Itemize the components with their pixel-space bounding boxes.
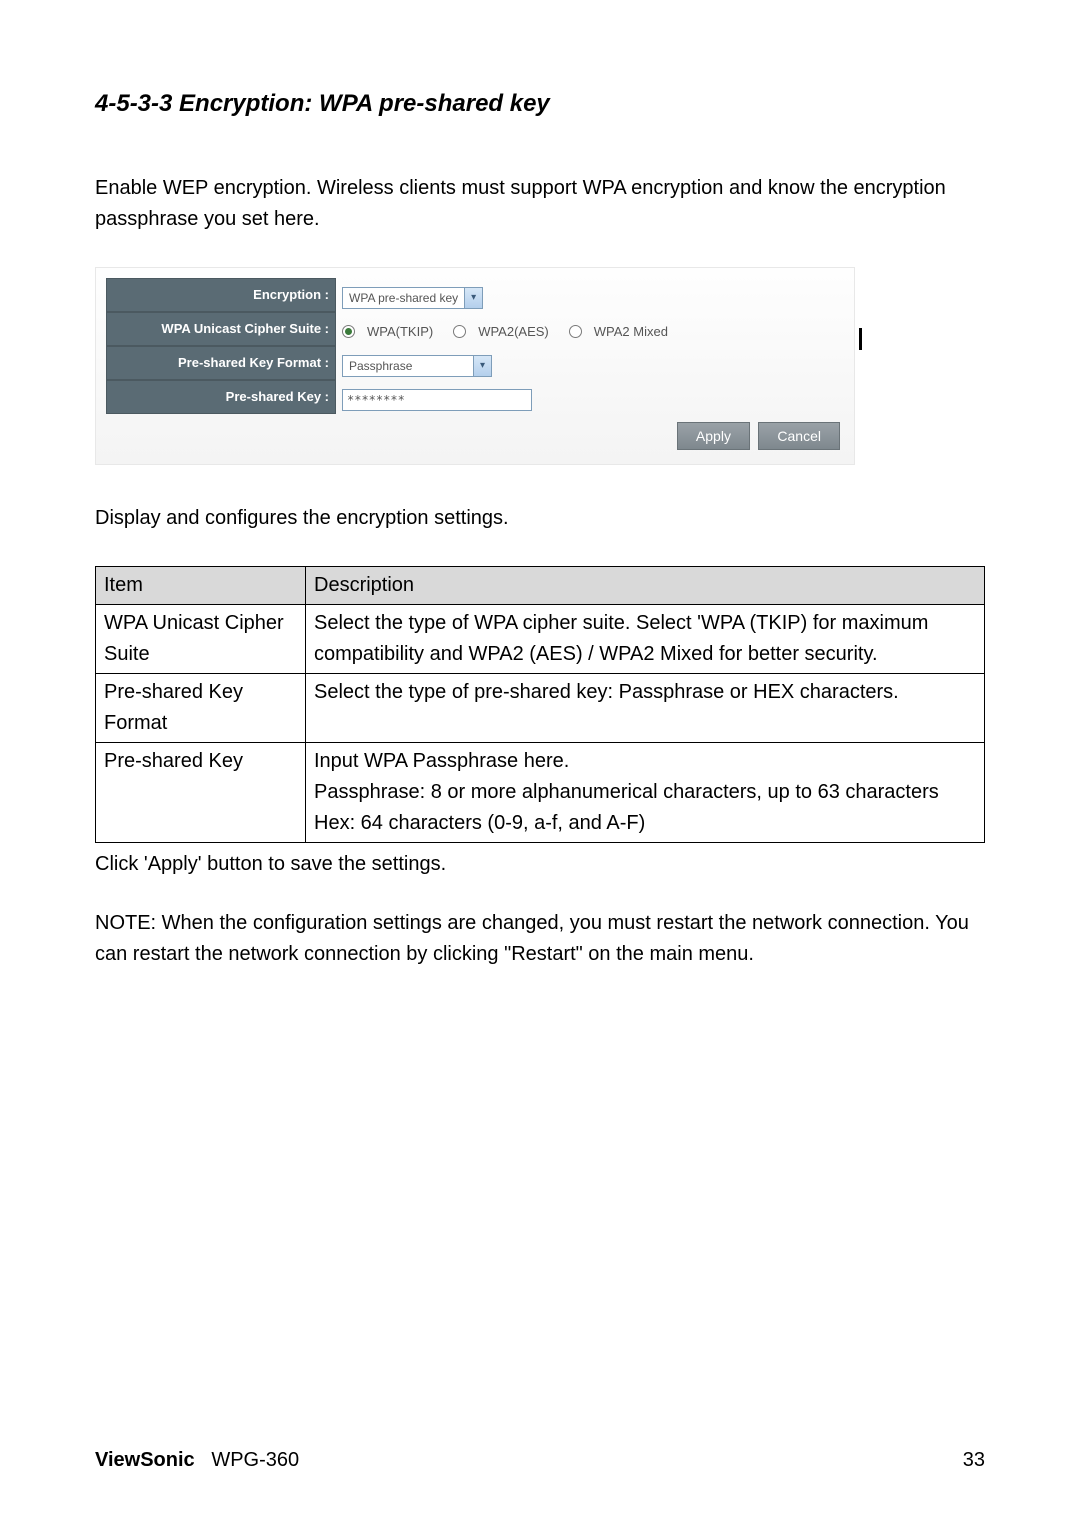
footer-brand: ViewSonic WPG-360 bbox=[95, 1449, 299, 1472]
table-row: Pre-shared Key Format Select the type of… bbox=[96, 674, 985, 743]
header-item: Item bbox=[96, 567, 306, 605]
key-format-select-value: Passphrase bbox=[343, 359, 418, 373]
row-cipher-suite: WPA Unicast Cipher Suite : WPA(TKIP) WPA… bbox=[106, 312, 844, 346]
apply-button[interactable]: Apply bbox=[677, 422, 750, 450]
preshared-key-input[interactable]: ******** bbox=[342, 389, 532, 411]
radio-wpa-tkip[interactable] bbox=[342, 325, 355, 338]
after-table-note: Click 'Apply' button to save the setting… bbox=[95, 849, 985, 880]
text-cursor bbox=[859, 328, 862, 350]
encryption-select[interactable]: WPA pre-shared key ▾ bbox=[342, 287, 483, 309]
row-encryption: Encryption : WPA pre-shared key ▾ bbox=[106, 278, 844, 312]
chevron-down-icon: ▾ bbox=[473, 356, 491, 376]
cell-item: Pre-shared Key bbox=[96, 743, 306, 843]
section-heading: 4-5-3-3 Encryption: WPA pre-shared key bbox=[95, 90, 985, 118]
restart-note: NOTE: When the configuration settings ar… bbox=[95, 908, 985, 970]
cell-desc: Input WPA Passphrase here. Passphrase: 8… bbox=[306, 743, 985, 843]
label-encryption: Encryption : bbox=[106, 278, 336, 312]
description-table: Item Description WPA Unicast Cipher Suit… bbox=[95, 566, 985, 843]
radio-label-wpa2-aes: WPA2(AES) bbox=[478, 324, 549, 339]
radio-wpa2-mixed[interactable] bbox=[569, 325, 582, 338]
button-row: Apply Cancel bbox=[106, 414, 844, 450]
label-cipher-suite: WPA Unicast Cipher Suite : bbox=[106, 312, 336, 346]
row-preshared-key: Pre-shared Key : ******** bbox=[106, 380, 844, 414]
radio-label-wpa-tkip: WPA(TKIP) bbox=[367, 324, 433, 339]
radio-wpa2-aes[interactable] bbox=[453, 325, 466, 338]
caption: Display and configures the encryption se… bbox=[95, 503, 985, 534]
page-number: 33 bbox=[963, 1449, 985, 1472]
encryption-select-value: WPA pre-shared key bbox=[343, 291, 464, 305]
settings-screenshot: Encryption : WPA pre-shared key ▾ WPA Un… bbox=[95, 267, 855, 465]
cell-item: WPA Unicast Cipher Suite bbox=[96, 605, 306, 674]
label-preshared-key: Pre-shared Key : bbox=[106, 380, 336, 414]
intro-paragraph: Enable WEP encryption. Wireless clients … bbox=[95, 173, 985, 235]
page-footer: ViewSonic WPG-360 33 bbox=[95, 1449, 985, 1472]
label-key-format: Pre-shared Key Format : bbox=[106, 346, 336, 380]
header-description: Description bbox=[306, 567, 985, 605]
radio-label-wpa2-mixed: WPA2 Mixed bbox=[594, 324, 668, 339]
cell-item: Pre-shared Key Format bbox=[96, 674, 306, 743]
cancel-button[interactable]: Cancel bbox=[758, 422, 840, 450]
key-format-select[interactable]: Passphrase ▾ bbox=[342, 355, 492, 377]
cell-desc: Select the type of WPA cipher suite. Sel… bbox=[306, 605, 985, 674]
cell-desc: Select the type of pre-shared key: Passp… bbox=[306, 674, 985, 743]
chevron-down-icon: ▾ bbox=[464, 288, 482, 308]
row-key-format: Pre-shared Key Format : Passphrase ▾ bbox=[106, 346, 844, 380]
table-header-row: Item Description bbox=[96, 567, 985, 605]
table-row: WPA Unicast Cipher Suite Select the type… bbox=[96, 605, 985, 674]
table-row: Pre-shared Key Input WPA Passphrase here… bbox=[96, 743, 985, 843]
